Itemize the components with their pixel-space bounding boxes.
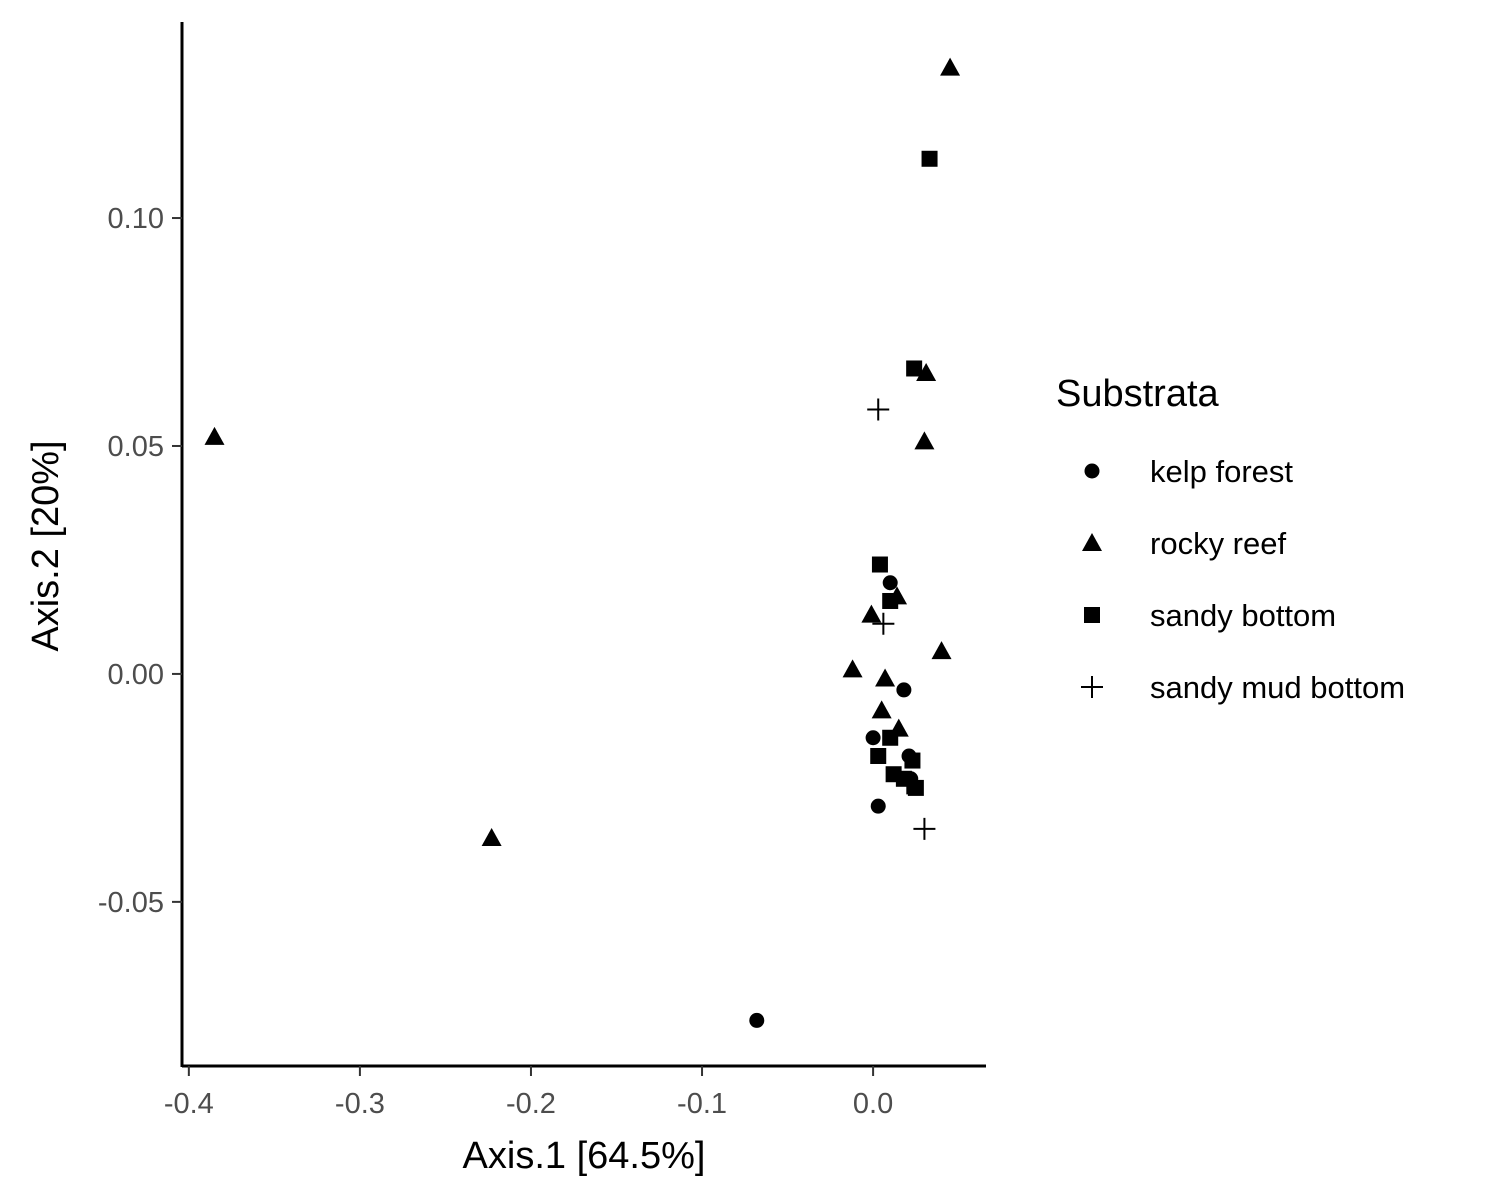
ticks: -0.4 -0.3 -0.2 -0.1 0.0 -0.05 0.00 0.05 0.10 [98, 203, 893, 1120]
legend-label-sandy-mud-bottom: sandy mud bottom [1150, 670, 1405, 705]
rocky-reef-point [931, 641, 952, 660]
sandy-bottom-point [921, 150, 938, 167]
legend-key-rocky-reef [1082, 533, 1102, 551]
kelp-forest-point [870, 798, 886, 814]
rocky-reef-point [875, 668, 896, 687]
x-tick-label: -0.3 [335, 1088, 385, 1120]
kelp-forest-point [865, 730, 881, 746]
legend-label-rocky-reef: rocky reef [1150, 526, 1286, 561]
sandy-bottom-point [871, 556, 888, 573]
rocky-reef-point [916, 363, 937, 382]
legend-label-sandy-bottom: sandy bottom [1150, 598, 1336, 633]
y-tick-label: 0.10 [108, 203, 164, 235]
legend: Substrata kelp forest rocky reef sandy bot… [1056, 373, 1405, 705]
sandy-bottom-point [906, 360, 923, 377]
sandy-bottom-point [904, 752, 921, 769]
rocky-reef-point [481, 828, 502, 847]
legend-key-sandy-mud-bottom [1081, 676, 1103, 698]
x-tick-label: -0.1 [677, 1088, 727, 1120]
legend-key-kelp-forest [1084, 463, 1100, 479]
rocky-reef-point [940, 57, 961, 76]
sandy-bottom-point [882, 592, 899, 609]
rocky-reef-point [871, 700, 892, 719]
sandy-bottom-point [907, 779, 924, 796]
legend-title: Substrata [1056, 373, 1220, 415]
x-tick-label: 0.0 [853, 1088, 893, 1120]
rocky-reef-point [914, 431, 935, 450]
data-points [204, 57, 961, 1028]
kelp-forest-point [882, 575, 898, 591]
rocky-reef-point [861, 604, 882, 623]
kelp-forest-point [749, 1012, 765, 1028]
sandy-mud-bottom-point [896, 772, 919, 795]
x-tick-label: -0.2 [506, 1088, 556, 1120]
sandy-mud-bottom-point [913, 817, 936, 840]
legend-key-sandy-bottom [1084, 607, 1100, 623]
axes [180, 22, 986, 1068]
y-tick-label: -0.05 [98, 887, 164, 919]
rocky-reef-point [204, 426, 225, 445]
sandy-mud-bottom-point [872, 612, 895, 635]
x-axis-title: Axis.1 [64.5%] [463, 1135, 706, 1177]
sandy-bottom-point [882, 729, 899, 746]
y-tick-label: 0.05 [108, 431, 164, 463]
sandy-bottom-point [870, 747, 887, 764]
sandy-mud-bottom-point [867, 398, 890, 421]
legend-items: kelp forest rocky reef sandy bottom sandy m… [1081, 454, 1405, 705]
kelp-forest-point [896, 682, 912, 698]
rocky-reef-point [842, 659, 863, 678]
y-axis-title: Axis.2 [20%] [25, 440, 67, 651]
legend-label-kelp-forest: kelp forest [1150, 454, 1293, 489]
x-tick-label: -0.4 [164, 1088, 214, 1120]
y-tick-label: 0.00 [108, 659, 164, 691]
